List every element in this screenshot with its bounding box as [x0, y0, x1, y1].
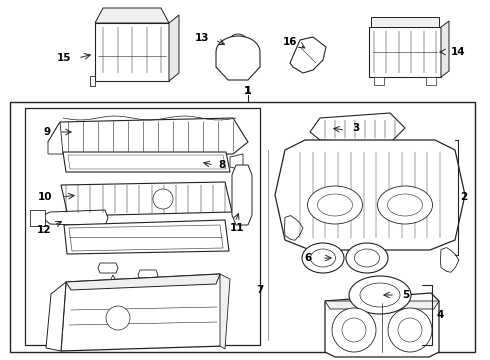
Polygon shape [216, 36, 260, 80]
Polygon shape [30, 210, 45, 226]
Ellipse shape [349, 276, 411, 314]
Polygon shape [64, 220, 229, 254]
Polygon shape [61, 274, 225, 351]
Text: 9: 9 [44, 127, 50, 137]
Ellipse shape [346, 243, 388, 273]
Polygon shape [48, 122, 63, 154]
Polygon shape [369, 27, 441, 77]
Text: 10: 10 [38, 192, 52, 202]
Text: 13: 13 [195, 33, 209, 43]
Text: 2: 2 [461, 192, 467, 202]
Ellipse shape [308, 186, 363, 224]
Polygon shape [138, 270, 158, 280]
Circle shape [228, 34, 248, 54]
Polygon shape [426, 77, 436, 85]
Polygon shape [10, 102, 475, 352]
Text: 1: 1 [244, 86, 252, 96]
Polygon shape [169, 15, 179, 81]
Text: 4: 4 [436, 310, 443, 320]
Text: 1: 1 [244, 86, 252, 96]
Polygon shape [42, 210, 108, 226]
Polygon shape [46, 282, 66, 351]
Text: 14: 14 [451, 47, 465, 57]
Polygon shape [90, 76, 95, 86]
Polygon shape [441, 248, 459, 272]
Polygon shape [232, 165, 252, 225]
Polygon shape [355, 235, 385, 250]
Polygon shape [98, 263, 118, 273]
Polygon shape [25, 108, 260, 345]
Polygon shape [95, 23, 169, 81]
Polygon shape [95, 8, 169, 23]
Polygon shape [285, 216, 303, 240]
Text: 11: 11 [230, 223, 244, 233]
Polygon shape [108, 275, 118, 285]
Text: 15: 15 [57, 53, 71, 63]
Ellipse shape [302, 243, 344, 273]
Polygon shape [325, 301, 439, 309]
Text: 8: 8 [219, 160, 225, 170]
Polygon shape [325, 293, 439, 357]
Text: 7: 7 [256, 285, 264, 295]
Circle shape [106, 306, 130, 330]
Polygon shape [66, 274, 220, 290]
Polygon shape [371, 17, 439, 27]
Circle shape [388, 308, 432, 352]
Polygon shape [61, 182, 232, 216]
Circle shape [153, 189, 173, 209]
Polygon shape [441, 21, 449, 77]
Text: 12: 12 [37, 225, 51, 235]
Text: 3: 3 [352, 123, 360, 133]
Polygon shape [220, 274, 230, 349]
Text: 5: 5 [402, 290, 410, 300]
Text: 6: 6 [304, 253, 312, 263]
Circle shape [332, 308, 376, 352]
Polygon shape [290, 37, 326, 73]
Polygon shape [63, 152, 230, 172]
Polygon shape [374, 77, 384, 85]
Text: 16: 16 [283, 37, 297, 47]
Polygon shape [275, 140, 465, 250]
Polygon shape [230, 154, 243, 170]
Ellipse shape [377, 186, 433, 224]
Polygon shape [48, 118, 248, 154]
Polygon shape [310, 113, 405, 143]
